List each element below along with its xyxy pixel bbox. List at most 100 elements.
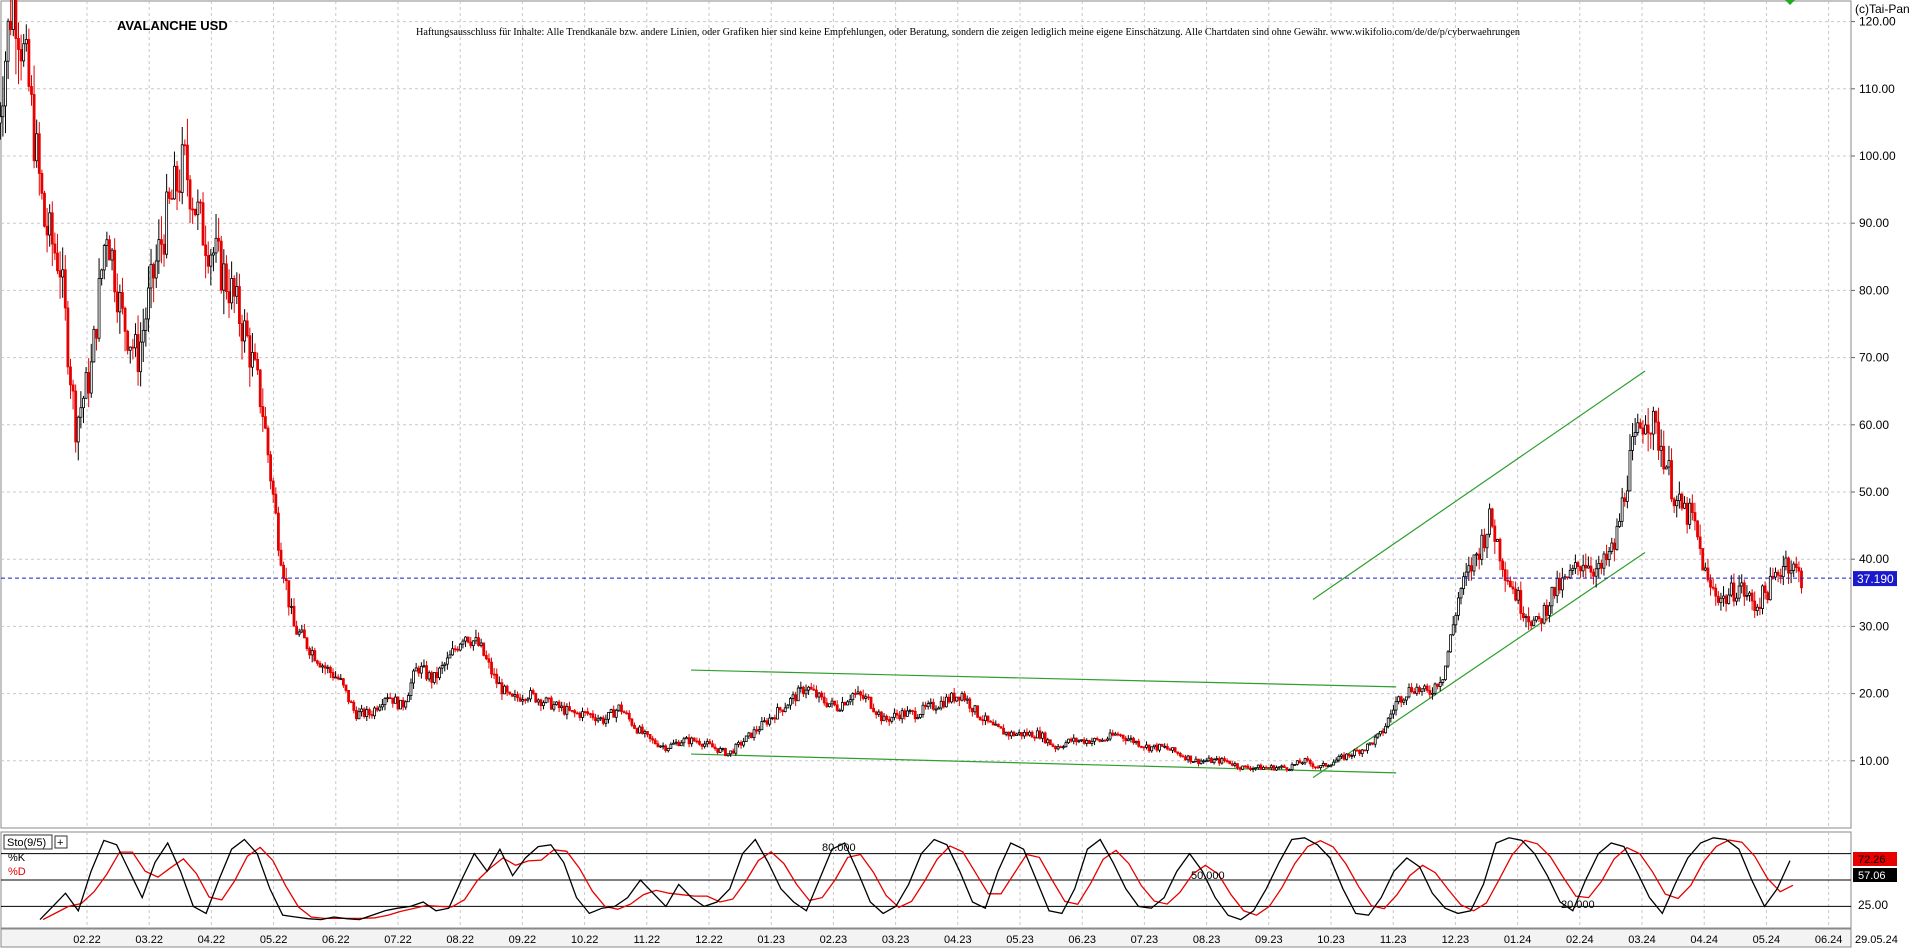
candle-body	[1724, 595, 1728, 604]
candle-body	[1381, 730, 1385, 734]
candle-body	[625, 712, 629, 715]
candle-body	[1064, 742, 1068, 748]
candle-body	[986, 715, 990, 722]
candle-body	[1184, 756, 1187, 761]
expand-button[interactable]	[54, 835, 68, 849]
candle-body	[890, 716, 894, 722]
candle-body	[669, 743, 673, 749]
candle-body	[323, 665, 327, 669]
x-tick-label: 04.23	[944, 934, 972, 946]
candle-body	[1789, 570, 1793, 574]
candle-body	[880, 711, 883, 722]
candle-body	[1545, 604, 1549, 616]
candle-body	[646, 731, 649, 735]
candle-body	[1729, 582, 1733, 596]
candle-body	[404, 701, 408, 708]
candle-body	[643, 731, 647, 734]
candle-body	[328, 666, 332, 673]
candle-body	[742, 741, 746, 746]
candle-body	[1670, 460, 1673, 500]
candle-body	[555, 701, 558, 706]
candle-body	[266, 427, 270, 456]
candle-body	[1631, 436, 1634, 451]
candle-body	[929, 701, 933, 704]
candle-body	[828, 703, 831, 708]
candle-body	[412, 670, 415, 684]
candle-body	[212, 252, 215, 256]
candle-body	[1610, 542, 1614, 552]
candle-body	[721, 748, 725, 750]
candle-body	[963, 693, 966, 701]
candle-body	[1215, 758, 1219, 760]
candle-body	[201, 202, 205, 246]
candle-body	[737, 742, 740, 745]
candle-body	[1402, 699, 1406, 703]
candle-body	[872, 707, 876, 713]
candle-body	[1121, 734, 1125, 739]
candle-body	[1163, 745, 1167, 748]
candle-body	[1295, 760, 1299, 765]
candle-body	[1124, 737, 1128, 742]
candle-body	[1677, 493, 1681, 502]
sto-y-tick: 25.00	[1858, 898, 1888, 912]
candle-body	[934, 708, 938, 711]
candle-body	[1363, 749, 1367, 752]
trendline	[1312, 370, 1646, 601]
candle-body	[357, 711, 361, 720]
candle-body	[513, 694, 517, 697]
candle-body	[1794, 563, 1798, 568]
candle-body	[175, 165, 179, 192]
d-value: 57.06	[1858, 870, 1886, 882]
candle-body	[1506, 579, 1510, 582]
candle-body	[466, 636, 470, 643]
candle-body	[895, 712, 899, 716]
candle-body	[799, 686, 803, 689]
candle-body	[505, 685, 509, 693]
candle-body	[1576, 562, 1580, 567]
candle-body	[1761, 585, 1764, 610]
candle-body	[1178, 752, 1182, 757]
candle-body	[204, 244, 208, 256]
candle-body	[601, 717, 605, 724]
candle-body	[562, 705, 566, 715]
candle-body	[1675, 500, 1679, 507]
candle-body	[474, 637, 478, 642]
candle-body	[521, 699, 525, 702]
x-tick-label: 07.23	[1131, 934, 1159, 946]
candle-body	[1311, 763, 1315, 768]
candle-body	[1017, 732, 1021, 735]
y-tick-label: 110.00	[1859, 82, 1895, 96]
candle-body	[549, 697, 553, 710]
candle-body	[1605, 553, 1608, 561]
candle-body	[479, 642, 483, 646]
candle-body	[217, 237, 221, 242]
stochastic-d-line	[42, 839, 1794, 921]
candle-body	[1347, 753, 1351, 757]
candle-body	[37, 133, 41, 174]
candle-body	[859, 691, 863, 696]
candle-body	[287, 580, 291, 608]
candle-body	[430, 672, 434, 683]
candle-body	[196, 201, 200, 216]
candle-body	[245, 320, 249, 337]
candle-body	[526, 698, 530, 701]
candle-body	[1152, 744, 1156, 748]
candle-body	[1716, 595, 1720, 603]
candle-body	[916, 717, 920, 720]
candle-body	[362, 708, 366, 717]
candle-body	[900, 710, 904, 720]
x-tick-label: 02.22	[73, 934, 101, 946]
candle-body	[820, 692, 824, 698]
candle-body	[695, 740, 699, 743]
candle-body	[1246, 765, 1250, 769]
candle-body	[230, 278, 234, 304]
candle-body	[490, 661, 493, 675]
candle-body	[911, 710, 914, 713]
plus-icon[interactable]: +	[57, 837, 63, 849]
candle-body	[789, 698, 792, 706]
candle-body	[1779, 574, 1783, 578]
candle-body	[666, 747, 670, 752]
candle-body	[1709, 579, 1712, 588]
candle-body	[531, 690, 535, 694]
candle-body	[825, 702, 829, 708]
